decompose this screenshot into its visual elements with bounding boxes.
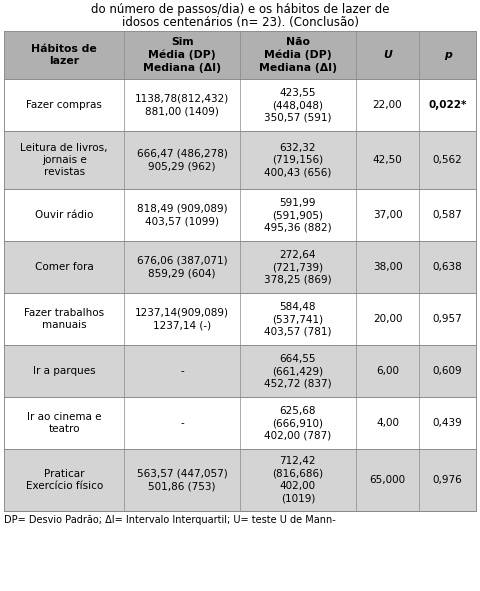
Text: Praticar
Exercício físico: Praticar Exercício físico (25, 469, 103, 491)
Text: 65,000: 65,000 (370, 475, 406, 485)
Text: Fazer trabalhos
manuais: Fazer trabalhos manuais (24, 308, 104, 330)
Text: Fazer compras: Fazer compras (26, 100, 102, 110)
Bar (4, 449, 476, 511)
Bar (4, 131, 476, 189)
Bar (4, 31, 476, 79)
Text: 818,49 (909,089)
403,57 (1099): 818,49 (909,089) 403,57 (1099) (137, 204, 228, 226)
Text: 625,68
(666,910)
402,00 (787): 625,68 (666,910) 402,00 (787) (264, 405, 332, 440)
Text: 42,50: 42,50 (372, 155, 402, 165)
Text: Leitura de livros,
jornais e
revistas: Leitura de livros, jornais e revistas (21, 142, 108, 177)
Text: 20,00: 20,00 (373, 314, 402, 324)
Text: Não
Média (DP)
Mediana (ΔI): Não Média (DP) Mediana (ΔI) (259, 37, 337, 73)
Text: p: p (444, 50, 452, 60)
Text: Ouvir rádio: Ouvir rádio (35, 210, 94, 220)
Text: Sim
Média (DP)
Mediana (ΔI): Sim Média (DP) Mediana (ΔI) (143, 37, 221, 73)
Bar (4, 397, 476, 449)
Text: DP= Desvio Padrão; ΔI= Intervalo Interquartil; U= teste U de Mann-: DP= Desvio Padrão; ΔI= Intervalo Interqu… (4, 515, 336, 525)
Text: Ir ao cinema e
teatro: Ir ao cinema e teatro (27, 412, 101, 434)
Text: do número de passos/dia) e os hábitos de lazer de: do número de passos/dia) e os hábitos de… (91, 3, 389, 16)
Text: Hábitos de
lazer: Hábitos de lazer (31, 44, 97, 66)
Text: 6,00: 6,00 (376, 366, 399, 376)
Text: idosos centenários (n= 23). (Conclusão): idosos centenários (n= 23). (Conclusão) (121, 16, 359, 29)
Text: 4,00: 4,00 (376, 418, 399, 428)
Text: 0,976: 0,976 (433, 475, 463, 485)
Text: 1138,78(812,432)
881,00 (1409): 1138,78(812,432) 881,00 (1409) (135, 94, 229, 116)
Bar (4, 79, 476, 131)
Bar (4, 241, 476, 293)
Text: 37,00: 37,00 (372, 210, 402, 220)
Text: 38,00: 38,00 (372, 262, 402, 272)
Text: 632,32
(719,156)
400,43 (656): 632,32 (719,156) 400,43 (656) (264, 142, 332, 177)
Text: 423,55
(448,048)
350,57 (591): 423,55 (448,048) 350,57 (591) (264, 87, 332, 122)
Text: 0,638: 0,638 (433, 262, 463, 272)
Text: 676,06 (387,071)
859,29 (604): 676,06 (387,071) 859,29 (604) (137, 256, 228, 278)
Text: -: - (180, 418, 184, 428)
Text: U: U (383, 50, 392, 60)
Text: 591,99
(591,905)
495,36 (882): 591,99 (591,905) 495,36 (882) (264, 197, 332, 232)
Text: Ir a parques: Ir a parques (33, 366, 96, 376)
Text: -: - (180, 366, 184, 376)
Text: 664,55
(661,429)
452,72 (837): 664,55 (661,429) 452,72 (837) (264, 353, 332, 388)
Bar (4, 189, 476, 241)
Text: 0,562: 0,562 (433, 155, 463, 165)
Text: 712,42
(816,686)
402,00
(1019): 712,42 (816,686) 402,00 (1019) (272, 456, 324, 504)
Text: 0,587: 0,587 (433, 210, 463, 220)
Text: 666,47 (486,278)
905,29 (962): 666,47 (486,278) 905,29 (962) (137, 149, 228, 171)
Bar (4, 293, 476, 345)
Text: 584,48
(537,741)
403,57 (781): 584,48 (537,741) 403,57 (781) (264, 301, 332, 336)
Text: 0,957: 0,957 (433, 314, 463, 324)
Text: 0,609: 0,609 (433, 366, 463, 376)
Text: Comer fora: Comer fora (35, 262, 94, 272)
Text: 563,57 (447,057)
501,86 (753): 563,57 (447,057) 501,86 (753) (137, 469, 228, 491)
Text: 1237,14(909,089)
1237,14 (-): 1237,14(909,089) 1237,14 (-) (135, 308, 229, 330)
Bar (4, 345, 476, 397)
Text: 0,439: 0,439 (433, 418, 463, 428)
Text: 22,00: 22,00 (372, 100, 402, 110)
Text: 272,64
(721,739)
378,25 (869): 272,64 (721,739) 378,25 (869) (264, 249, 332, 284)
Text: 0,022*: 0,022* (429, 100, 467, 110)
